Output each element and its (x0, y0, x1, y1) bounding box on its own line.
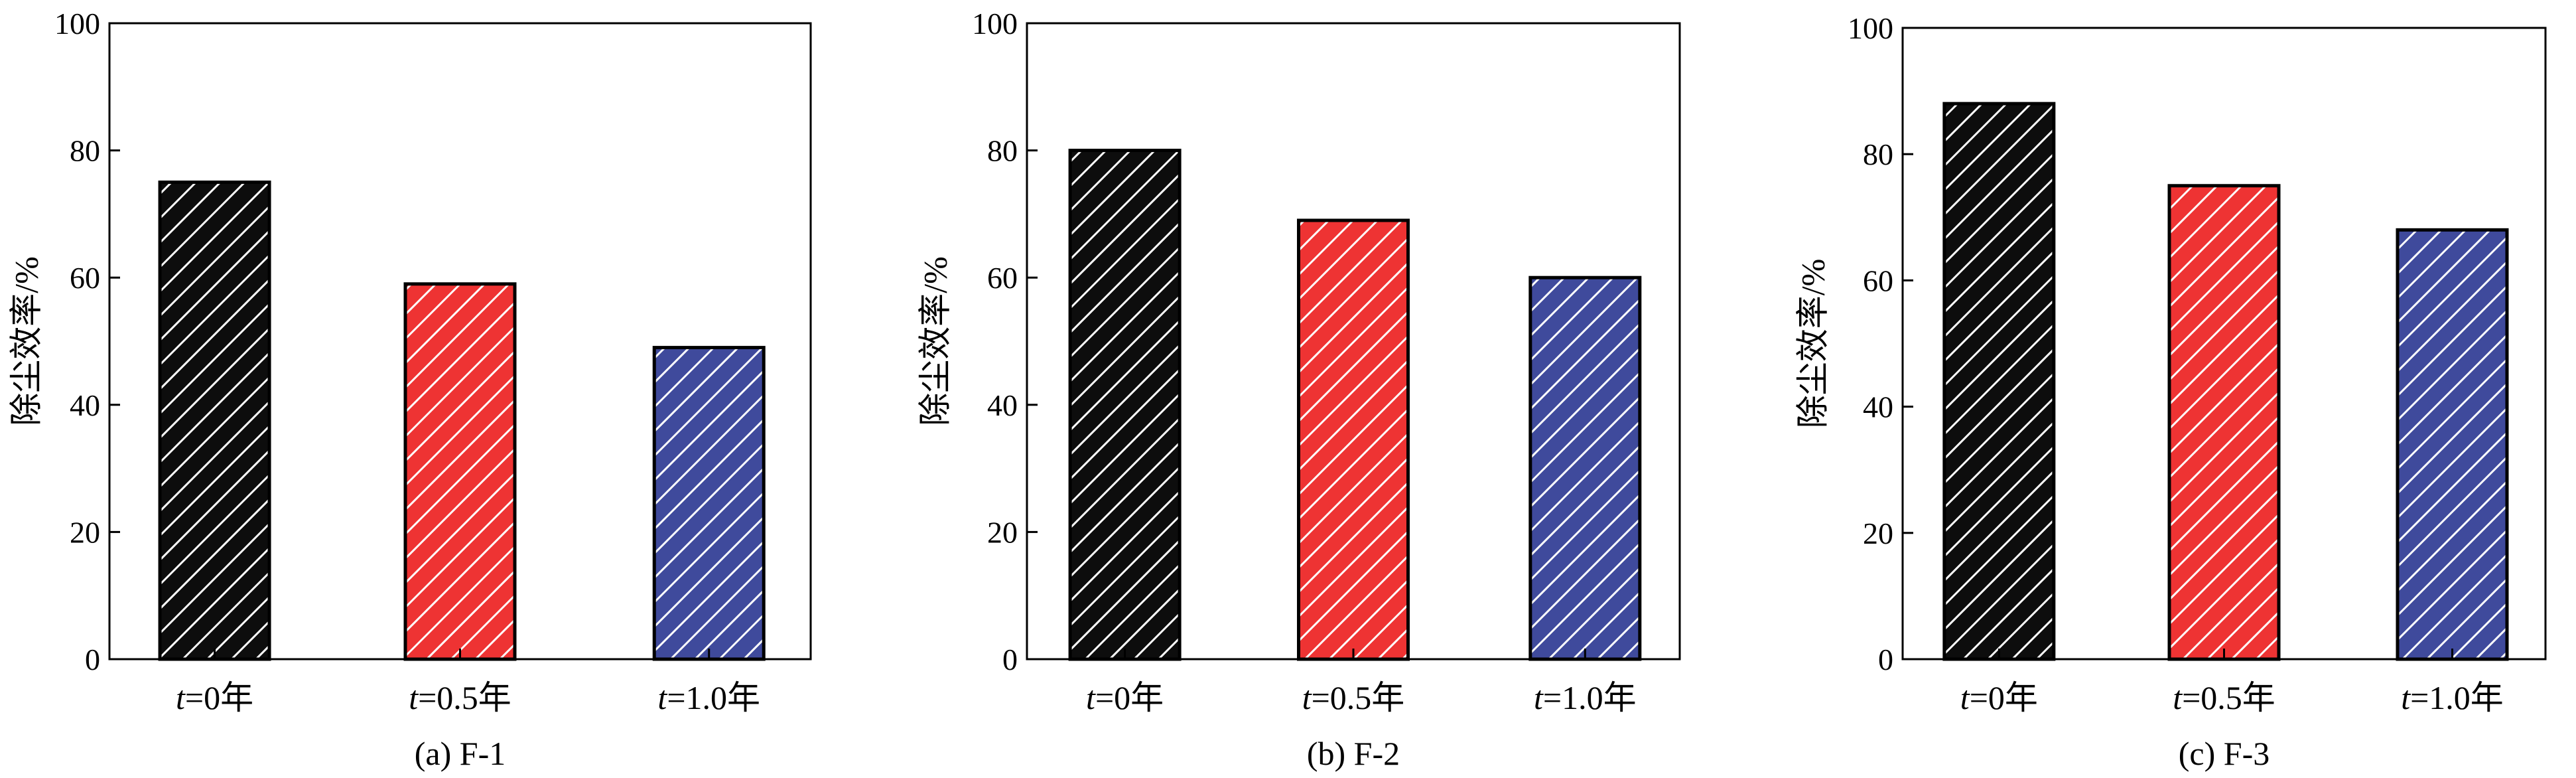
x-tick-label-var: t (409, 679, 419, 716)
y-tick-label: 80 (987, 134, 1018, 168)
bar-1-2 (403, 282, 517, 661)
x-tick-label: t=1.0年 (1534, 679, 1637, 716)
y-axis-label: 除尘效率/% (916, 256, 953, 426)
y-tick-label: 0 (85, 643, 100, 676)
y-tick-label: 100 (972, 7, 1018, 40)
y-axis-label: 除尘效率/% (7, 256, 44, 426)
y-tick-label: 40 (1863, 390, 1893, 424)
y-tick-label: 40 (987, 388, 1018, 422)
y-tick-label: 0 (1878, 643, 1893, 676)
x-tick-label-var: t (1534, 679, 1544, 716)
x-tick-label-var: t (657, 679, 667, 716)
x-tick-label: t=1.0年 (2401, 679, 2504, 716)
bar-2-2 (1297, 218, 1410, 661)
y-tick-label: 40 (70, 388, 100, 422)
bar-1-3 (652, 346, 766, 661)
bar-3-3 (2396, 228, 2509, 661)
y-tick-label: 20 (987, 515, 1018, 549)
x-tick-label: t=0年 (176, 679, 253, 716)
x-tick-label-rest: =1.0年 (2410, 679, 2504, 716)
x-tick-label-var: t (2401, 679, 2411, 716)
x-tick-label-rest: =0.5年 (2182, 679, 2275, 716)
bar-3-1 (1942, 102, 2056, 661)
x-tick-label: t=0年 (1960, 679, 2038, 716)
y-tick-label: 100 (1848, 11, 1893, 45)
y-tick-label: 80 (70, 134, 100, 168)
y-tick-label: 20 (70, 515, 100, 549)
x-tick-label: t=0年 (1086, 679, 1164, 716)
x-tick-label-var: t (2173, 679, 2183, 716)
x-tick-label-rest: =0年 (1095, 679, 1164, 716)
y-tick-label: 60 (1863, 264, 1893, 297)
panel-caption: (b) F-2 (1307, 735, 1400, 772)
y-tick-label: 60 (70, 261, 100, 295)
x-tick-label-rest: =1.0年 (1543, 679, 1637, 716)
x-tick-label-var: t (176, 679, 186, 716)
x-tick-label-rest: =0年 (185, 679, 253, 716)
x-tick-label-var: t (1086, 679, 1096, 716)
x-tick-label-var: t (1302, 679, 1312, 716)
bar-2-1 (1068, 149, 1182, 661)
y-tick-label: 100 (54, 7, 100, 40)
x-tick-label-rest: =0年 (1970, 679, 2038, 716)
y-tick-label: 20 (1863, 516, 1893, 550)
x-tick-label-rest: =1.0年 (667, 679, 760, 716)
x-tick-label-rest: =0.5年 (418, 679, 511, 716)
x-tick-label: t=0.5年 (2173, 679, 2275, 716)
bar-3-2 (2167, 184, 2281, 661)
x-tick-label-rest: =0.5年 (1312, 679, 1405, 716)
y-tick-label: 80 (1863, 137, 1893, 171)
x-tick-label-var: t (1960, 679, 1970, 716)
bar-1-1 (158, 181, 271, 661)
y-tick-label: 0 (1002, 643, 1018, 676)
x-tick-label: t=1.0年 (657, 679, 760, 716)
y-axis-label: 除尘效率/% (1794, 259, 1831, 429)
panel-caption: (a) F-1 (415, 735, 506, 772)
y-tick-label: 60 (987, 261, 1018, 295)
bar-2-3 (1528, 275, 1642, 661)
x-tick-label: t=0.5年 (1302, 679, 1405, 716)
x-tick-label: t=0.5年 (409, 679, 511, 716)
panel-caption: (c) F-3 (2179, 735, 2270, 772)
